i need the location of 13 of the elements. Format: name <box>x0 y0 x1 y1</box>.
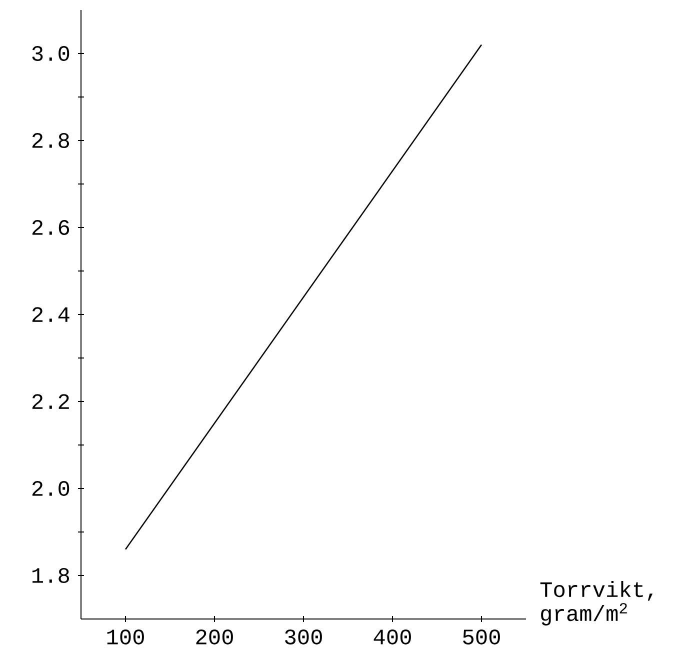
y-tick-label: 1.8 <box>32 568 70 583</box>
x-tick-label: 400 <box>374 630 411 644</box>
y-tick-label: 2.2 <box>32 394 69 409</box>
x-tick-label: 300 <box>285 630 322 644</box>
y-tick-label: 2.4 <box>32 307 70 322</box>
y-tick-label: 2.6 <box>32 220 70 235</box>
y-tick-label: 2.8 <box>32 133 70 148</box>
x-tick-label: 100 <box>107 630 144 644</box>
x-tick-label: 200 <box>196 630 233 644</box>
y-tick-label: 2.0 <box>32 481 70 496</box>
x-tick-label: 500 <box>463 630 500 644</box>
x-axis-title: Torrvikt, gram/m$^{2}$ <box>540 580 653 626</box>
y-tick-label: 3.0 <box>32 46 70 61</box>
